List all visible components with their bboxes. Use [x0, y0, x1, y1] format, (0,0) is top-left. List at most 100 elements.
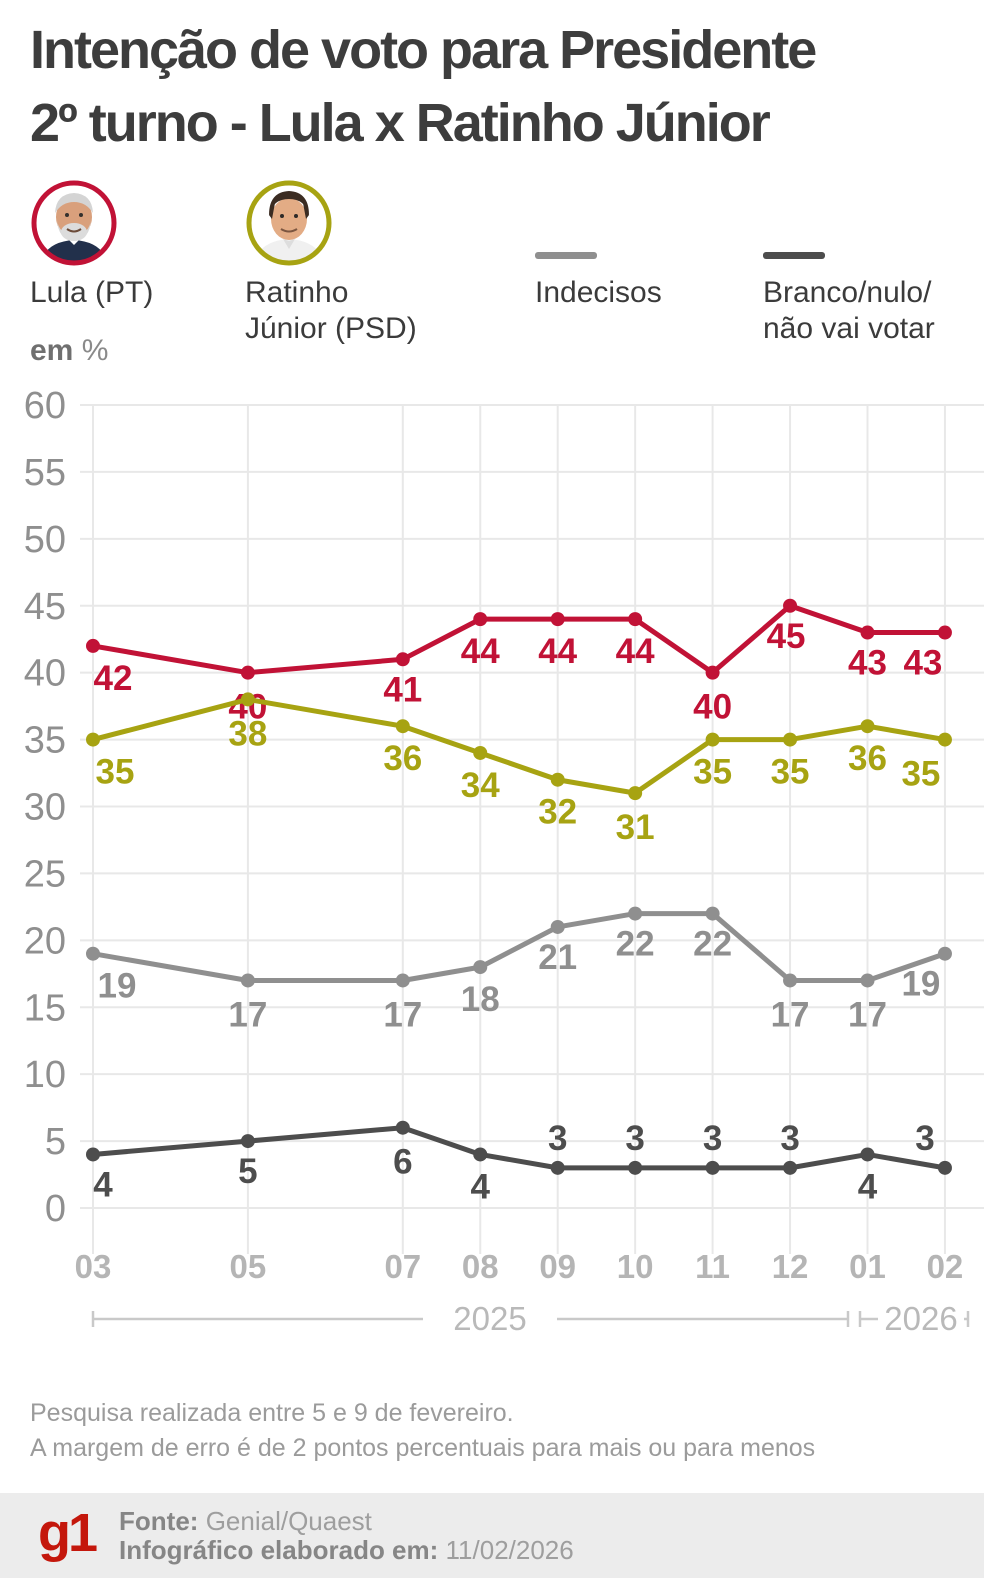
data-label: 44: [538, 632, 577, 671]
data-label: 36: [383, 739, 422, 778]
data-point: [937, 1160, 952, 1175]
x-axis-label: 10: [617, 1248, 654, 1285]
x-axis-label: 05: [230, 1248, 267, 1285]
data-point: [550, 612, 565, 627]
y-axis-labels: 0 5 10 15 20 25 30 35 40 45 50 55 60: [24, 385, 66, 1230]
data-point: [395, 652, 410, 667]
data-label: 44: [461, 632, 500, 671]
series-indecisos: 19 17 17 18 21 22 22 17 17 19: [86, 906, 952, 1034]
legend-item-lula: Lula (PT): [30, 175, 245, 347]
data-label: 43: [903, 644, 942, 683]
y-axis-label: 0: [45, 1188, 66, 1230]
data-label: 17: [228, 995, 267, 1034]
data-label: 3: [625, 1119, 644, 1158]
footer-band: g1 Fonte: Genial/Quaest Infográfico elab…: [0, 1493, 984, 1578]
y-axis-label: 25: [24, 853, 66, 895]
year-bracket-label: 2026: [884, 1300, 957, 1337]
x-axis-label: 03: [75, 1248, 112, 1285]
series-line: [90, 911, 948, 983]
data-label: 6: [393, 1143, 412, 1182]
x-axis-label: 01: [849, 1248, 886, 1285]
series-branco: 4 5 643 3 3 343: [86, 1119, 952, 1206]
data-point: [395, 1120, 410, 1135]
data-point: [783, 1160, 798, 1175]
data-point: [240, 1134, 255, 1149]
grid-horizontal: [80, 404, 984, 1209]
g1-logo: g1: [38, 1502, 98, 1563]
data-point: [473, 745, 488, 760]
page-title: Intenção de voto para Presidente 2º turn…: [30, 14, 960, 160]
data-point: [628, 612, 643, 627]
lula-label: Lula (PT): [30, 276, 154, 309]
data-label: 19: [98, 967, 137, 1006]
data-label: 38: [228, 714, 267, 753]
y-axis-label: 40: [24, 653, 66, 695]
branco-label: Branco/nulo/ não vai votar: [763, 276, 935, 345]
data-point: [705, 732, 720, 747]
branco-swatch: [763, 252, 825, 259]
y-axis-label: 55: [24, 452, 66, 494]
data-point: [473, 612, 488, 627]
data-point: [550, 919, 565, 934]
unit-label: em %: [30, 334, 109, 367]
fonte-label: Fonte:: [119, 1505, 199, 1536]
data-label: 45: [767, 617, 806, 656]
data-label: 35: [693, 753, 732, 792]
data-label: 35: [901, 755, 940, 794]
footnote-line1: Pesquisa realizada entre 5 e 9 de fevere…: [30, 1399, 514, 1427]
data-label: 40: [693, 688, 732, 727]
ratinho-label: Ratinho Júnior (PSD): [245, 276, 417, 345]
y-axis-label: 60: [24, 385, 66, 427]
data-label: 4: [471, 1167, 491, 1206]
ratinho-ring: [246, 180, 332, 266]
data-point: [395, 973, 410, 988]
data-point: [937, 732, 952, 747]
data-point: [550, 1160, 565, 1175]
data-point: [705, 906, 720, 921]
data-point: [86, 946, 100, 961]
data-point: [395, 719, 410, 734]
data-point: [705, 665, 720, 680]
data-point: [86, 732, 100, 747]
data-label: 35: [771, 753, 810, 792]
data-label: 3: [780, 1119, 799, 1158]
ratinho-photo-icon: [246, 180, 332, 266]
legend: Lula (PT) Rati: [30, 175, 984, 347]
data-point: [473, 1147, 488, 1162]
y-axis-label: 45: [24, 586, 66, 628]
page-title-line2: 2º turno - Lula x Ratinho Júnior: [30, 93, 771, 153]
data-point: [705, 1160, 720, 1175]
data-label: 4: [93, 1165, 113, 1204]
data-label: 3: [915, 1119, 934, 1158]
y-axis-label: 20: [24, 920, 66, 962]
data-label: 35: [96, 753, 135, 792]
x-axis-label: 02: [927, 1248, 964, 1285]
data-label: 19: [901, 965, 940, 1004]
data-label: 5: [238, 1152, 257, 1191]
data-label: 4: [858, 1167, 878, 1206]
data-point: [860, 973, 875, 988]
data-point: [860, 1147, 875, 1162]
data-point: [550, 772, 565, 787]
data-point: [937, 625, 952, 640]
ratinho-avatar: [245, 175, 535, 267]
data-label: 17: [383, 995, 422, 1034]
y-axis-label: 10: [24, 1054, 66, 1096]
data-label: 36: [848, 739, 887, 778]
indecisos-swatch: [535, 252, 597, 259]
series-ratinho: 35 38 36 34 32 31 35 35 36 35: [86, 692, 952, 847]
data-label: 43: [848, 644, 887, 683]
y-axis-label: 5: [45, 1121, 66, 1163]
y-axis-label: 35: [24, 720, 66, 762]
indecisos-label: Indecisos: [535, 276, 662, 309]
grid-vertical: [92, 405, 946, 1254]
data-label: 17: [771, 995, 810, 1034]
info-value: 11/02/2026: [445, 1534, 574, 1565]
data-point: [860, 719, 875, 734]
data-point: [240, 692, 255, 707]
data-label: 44: [616, 632, 655, 671]
data-label: 3: [548, 1119, 567, 1158]
legend-item-ratinho: Ratinho Júnior (PSD): [245, 175, 535, 347]
fonte-value: Genial/Quaest: [205, 1505, 372, 1536]
